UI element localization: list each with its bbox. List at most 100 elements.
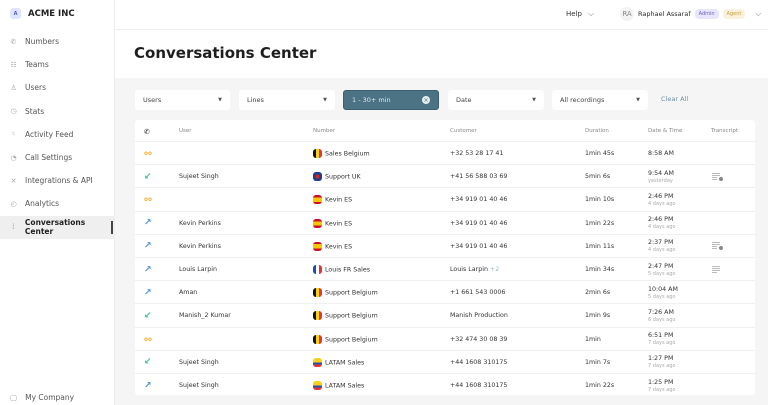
customer[interactable]: +44 1608 310175 <box>450 359 507 366</box>
customer-label: +1 661 543 0006 <box>450 289 506 297</box>
ai-transcript-icon[interactable] <box>712 172 723 181</box>
line-name[interactable]: Support UK <box>313 172 361 182</box>
line-label: Sales Belgium <box>325 150 370 158</box>
number-cell: Support Belgium <box>313 304 378 327</box>
duration: 1min 45s <box>585 150 615 157</box>
user-name: Raphael Assaraf <box>638 10 691 18</box>
team-icon: ☷ <box>10 60 17 69</box>
duration-filter-label: 1 - 30+ min <box>352 96 391 104</box>
date-filter[interactable]: Date ▼ <box>448 90 544 110</box>
sidebar-item-activity-feed[interactable]: ♮ Activity Feed <box>0 123 115 146</box>
datetime-cell: 8:58 AM <box>648 142 674 165</box>
my-company-label: My Company <box>25 393 75 402</box>
sidebar-item-call-settings[interactable]: ◔ Call Settings <box>0 146 115 169</box>
call-direction: ↗ <box>144 281 152 304</box>
line-name[interactable]: Kevin ES <box>313 218 352 228</box>
outgoing-call-icon: ↗ <box>144 241 152 252</box>
customer[interactable]: Manish Production <box>450 312 508 319</box>
conversations-table: ✆ User Number Customer Duration Date & T… <box>135 120 755 395</box>
line-name[interactable]: Support Belgium <box>313 311 378 321</box>
outgoing-call-icon: ↗ <box>144 218 152 229</box>
user-cell: Kevin Perkins <box>179 212 221 235</box>
user-menu[interactable]: RA Raphael Assaraf Admin Agent ⌵ <box>620 7 761 21</box>
customer-label: Louis Larpin <box>450 266 488 273</box>
voicemail-icon: ᴑᴑ <box>144 150 152 157</box>
customer[interactable]: +34 919 01 40 46 <box>450 220 507 227</box>
users-filter[interactable]: Users ▼ <box>135 90 230 110</box>
customer[interactable]: +32 474 30 08 39 <box>450 336 507 343</box>
table-row[interactable]: ↙ Sujeet Singh LATAM Sales +44 1608 310175 1… <box>135 349 755 374</box>
duration-cell: 1min 45s <box>585 142 614 165</box>
outgoing-call-icon: ↗ <box>144 380 152 391</box>
table-row[interactable]: ᴑᴑ Support Belgium +32 474 30 08 39 1min 6:5… <box>135 326 755 351</box>
workspace-switcher[interactable]: A ACME INC <box>10 8 75 19</box>
sidebar-item-label: Call Settings <box>25 153 73 162</box>
call-direction: ↙ <box>144 165 152 188</box>
sidebar-item-teams[interactable]: ☷ Teams <box>0 53 115 76</box>
table-row[interactable]: ↗ Louis Larpin Louis FR Sales Louis Larpin … <box>135 257 755 280</box>
table-row[interactable]: ↙ Sujeet Singh Support UK +41 56 588 03 69 5… <box>135 164 755 187</box>
transcript-cell <box>712 165 723 188</box>
duration: 1min 10s <box>585 196 615 204</box>
line-label: Louis FR Sales <box>325 266 371 274</box>
customer[interactable]: Louis Larpin +2 <box>450 266 499 273</box>
table-row[interactable]: ᴑᴑ Kevin ES +34 919 01 40 46 1min 10s 2:46 P… <box>135 187 755 210</box>
customer[interactable]: +1 661 543 0006 <box>450 289 505 296</box>
datetime-cell: 6:51 PM 7 days ago <box>648 328 675 351</box>
customer-cell: +34 919 01 40 46 <box>450 235 507 258</box>
customer[interactable]: +32 53 28 17 41 <box>450 150 503 157</box>
line-name[interactable]: LATAM Sales <box>313 381 364 390</box>
line-name[interactable]: LATAM Sales <box>313 357 365 367</box>
line-name[interactable]: Support Belgium <box>313 288 378 298</box>
customer[interactable]: +41 56 588 03 69 <box>450 173 507 180</box>
number-cell: Sales Belgium <box>313 142 370 165</box>
table-row[interactable]: ↗ Kevin Perkins Kevin ES +34 919 01 40 46 1m… <box>135 210 755 235</box>
relative-date: 7 days ago <box>648 363 676 370</box>
customer[interactable]: +34 919 01 40 46 <box>450 243 507 250</box>
sidebar-item-conversations-center[interactable]: ⦙ Conversations Center <box>0 215 115 239</box>
line-name[interactable]: Kevin ES <box>313 195 353 205</box>
table-row[interactable]: ↗ Kevin Perkins Kevin ES +34 919 01 40 46 1m… <box>135 233 755 258</box>
transcript-icon[interactable] <box>712 265 722 274</box>
sidebar-item-stats[interactable]: ◷ Stats <box>0 100 115 123</box>
line-label: Kevin ES <box>325 196 353 204</box>
help-menu[interactable]: Help ⌵ <box>566 9 594 19</box>
line-label: LATAM Sales <box>325 359 365 367</box>
recordings-filter[interactable]: All recordings ▼ <box>552 90 648 110</box>
customer[interactable]: +34 919 01 40 46 <box>450 196 507 203</box>
lines-filter[interactable]: Lines ▼ <box>239 90 335 110</box>
number-cell: Kevin ES <box>313 188 352 211</box>
ai-transcript-icon[interactable] <box>712 242 723 251</box>
sidebar-item-numbers[interactable]: ✆ Numbers <box>0 30 115 53</box>
line-name[interactable]: Sales Belgium <box>313 149 370 158</box>
line-name[interactable]: Louis FR Sales <box>313 265 370 274</box>
relative-date: 4 days ago <box>648 200 676 207</box>
sidebar-item-my-company[interactable]: ▢ My Company <box>10 393 74 402</box>
col-duration: Duration <box>585 128 609 134</box>
flag-es-icon <box>313 195 322 205</box>
table-row[interactable]: ᴑᴑ Sales Belgium +32 53 28 17 41 1min 45s 8:… <box>135 141 755 164</box>
duration-cell: 1min 11s <box>585 235 614 258</box>
time: 9:54 AM <box>648 169 674 177</box>
flag-co-icon <box>313 357 322 367</box>
sidebar-item-analytics[interactable]: ◴ Analytics <box>0 192 115 215</box>
line-name[interactable]: Support Belgium <box>313 334 378 344</box>
table-row[interactable]: ↙ Manish_2 Kumar Support Belgium Manish Pro… <box>135 303 755 326</box>
table-row[interactable]: ↗ Sujeet Singh LATAM Sales +44 1608 310175 1… <box>135 373 755 396</box>
table-row[interactable]: ↗ Aman Support Belgium +1 661 543 0006 2min … <box>135 280 755 303</box>
clear-all-button[interactable]: Clear All <box>661 95 689 103</box>
sidebar-item-integrations-api[interactable]: ✕ Integrations & API <box>0 169 115 192</box>
clear-filter-icon[interactable]: × <box>422 96 430 104</box>
duration-cell: 1min 10s <box>585 188 614 211</box>
datetime-cell: 2:47 PM 5 days ago <box>648 258 675 281</box>
line-name[interactable]: Kevin ES <box>313 241 352 251</box>
customer[interactable]: +44 1608 310175 <box>450 382 507 389</box>
sidebar-item-label: Numbers <box>25 37 60 46</box>
line-label: Support Belgium <box>325 336 378 344</box>
col-transcript: Transcript <box>711 128 738 134</box>
duration-filter[interactable]: 1 - 30+ min × <box>343 90 439 110</box>
caret-down-icon: ▼ <box>636 97 640 103</box>
number-cell: Support Belgium <box>313 281 378 304</box>
number-cell: LATAM Sales <box>313 351 364 374</box>
sidebar-item-users[interactable]: ♙ Users <box>0 76 115 99</box>
